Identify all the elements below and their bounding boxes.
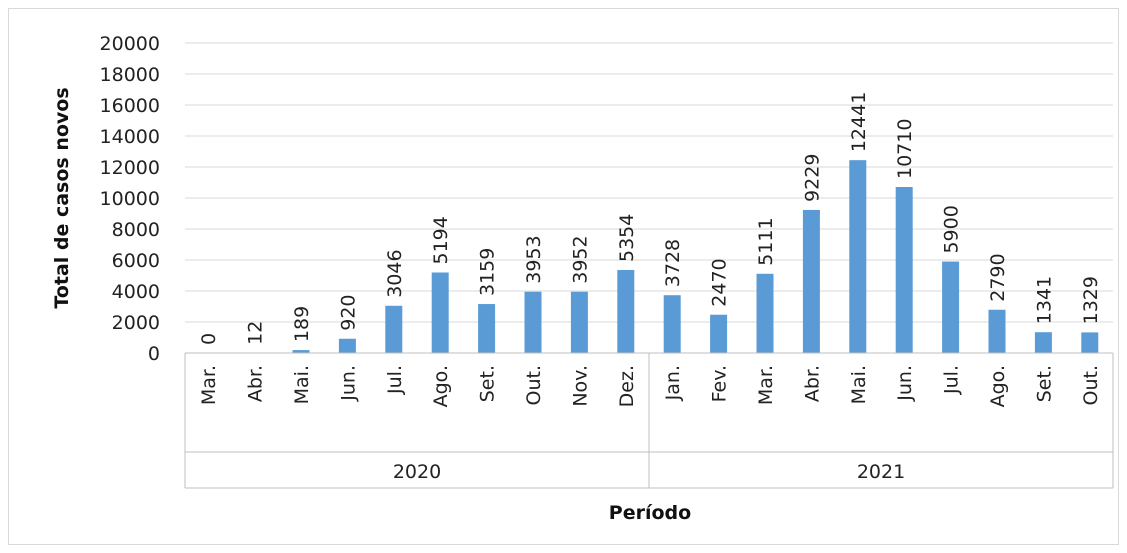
y-tick-label: 16000 xyxy=(100,95,160,117)
bar xyxy=(849,160,867,353)
data-label: 9229 xyxy=(801,154,823,202)
data-label: 2470 xyxy=(709,258,731,306)
bar xyxy=(988,309,1006,353)
x-axis-title: Período xyxy=(609,502,691,524)
x-tick-label: Nov. xyxy=(569,365,591,407)
y-axis-title: Total de casos novos xyxy=(51,87,73,308)
data-label: 5194 xyxy=(430,216,452,264)
x-tick-label: Jun. xyxy=(337,365,359,402)
x-tick-label: Out. xyxy=(523,365,545,406)
data-label: 12 xyxy=(245,321,267,345)
gridlines xyxy=(185,42,1113,354)
group-label: 2021 xyxy=(857,461,905,483)
y-tick-label: 2000 xyxy=(112,312,160,334)
bar xyxy=(895,186,913,353)
bar xyxy=(524,291,542,353)
x-tick-label: Set. xyxy=(477,365,499,402)
x-tick-label: Dez. xyxy=(616,365,638,407)
x-axis: Mar. Abr. Mai. Jun. Jul. Ago. Set. Out. Nov. Dez.… xyxy=(184,352,1114,489)
y-tick-label: 8000 xyxy=(112,219,160,241)
x-tick-label: Out. xyxy=(1080,365,1102,406)
data-label: 5111 xyxy=(755,217,777,265)
data-label: 3953 xyxy=(523,235,545,283)
x-tick-label: Jul. xyxy=(384,365,406,395)
data-label: 2790 xyxy=(987,253,1009,301)
bar xyxy=(338,338,356,353)
y-tick-label: 20000 xyxy=(100,33,160,55)
data-label: 5900 xyxy=(941,205,963,253)
x-tick-label: Mar. xyxy=(198,365,220,405)
bar xyxy=(663,295,681,353)
y-tick-label: 6000 xyxy=(112,250,160,272)
x-tick-label: Ago. xyxy=(987,365,1009,407)
data-label: 189 xyxy=(291,306,313,342)
x-tick-label: Set. xyxy=(1033,365,1055,402)
data-label: 1329 xyxy=(1080,276,1102,324)
y-tick-label: 18000 xyxy=(100,64,160,86)
bar xyxy=(710,314,728,353)
y-tick-label: 12000 xyxy=(100,157,160,179)
x-tick-label: Fev. xyxy=(709,365,731,402)
data-label: 3728 xyxy=(662,239,684,287)
bars xyxy=(246,160,1099,353)
y-axis-ticks: 0 2000 4000 6000 8000 10000 12000 14000 16000 180… xyxy=(100,33,160,365)
group-label: 2020 xyxy=(393,461,441,483)
bar xyxy=(1034,332,1052,353)
y-tick-label: 14000 xyxy=(100,126,160,148)
y-tick-label: 10000 xyxy=(100,188,160,210)
x-tick-label: Mai. xyxy=(848,365,870,404)
data-label: 3046 xyxy=(384,249,406,297)
x-tick-label: Jun. xyxy=(894,365,916,402)
data-label: 1341 xyxy=(1033,276,1055,324)
bar xyxy=(802,209,820,353)
y-tick-label: 4000 xyxy=(112,281,160,303)
bar xyxy=(478,304,496,353)
data-label: 0 xyxy=(198,333,220,345)
x-tick-label: Ago. xyxy=(430,365,452,407)
x-tick-label: Mar. xyxy=(755,365,777,405)
x-tick-label: Abr. xyxy=(801,365,823,402)
x-tick-label: Mai. xyxy=(291,365,313,404)
data-label: 12441 xyxy=(848,92,870,152)
y-tick-label: 0 xyxy=(148,343,160,365)
data-labels: 0 12 189 920 3046 5194 3159 3953 3952 5354 3728 247… xyxy=(198,92,1102,345)
chart-frame xyxy=(8,8,1119,545)
data-label: 3159 xyxy=(477,248,499,296)
x-tick-label: Jul. xyxy=(941,365,963,395)
bar xyxy=(617,270,635,353)
data-label: 920 xyxy=(337,294,359,330)
bar xyxy=(292,350,310,353)
data-label: 5354 xyxy=(616,214,638,262)
bar xyxy=(570,291,588,353)
x-tick-label: Jan. xyxy=(662,365,684,401)
bar xyxy=(385,305,403,353)
bar xyxy=(756,273,774,353)
bar xyxy=(942,261,960,353)
data-label: 10710 xyxy=(894,119,916,179)
data-label: 3952 xyxy=(569,235,591,283)
bar xyxy=(1081,332,1099,353)
bar xyxy=(431,272,449,353)
x-tick-label: Abr. xyxy=(245,365,267,402)
